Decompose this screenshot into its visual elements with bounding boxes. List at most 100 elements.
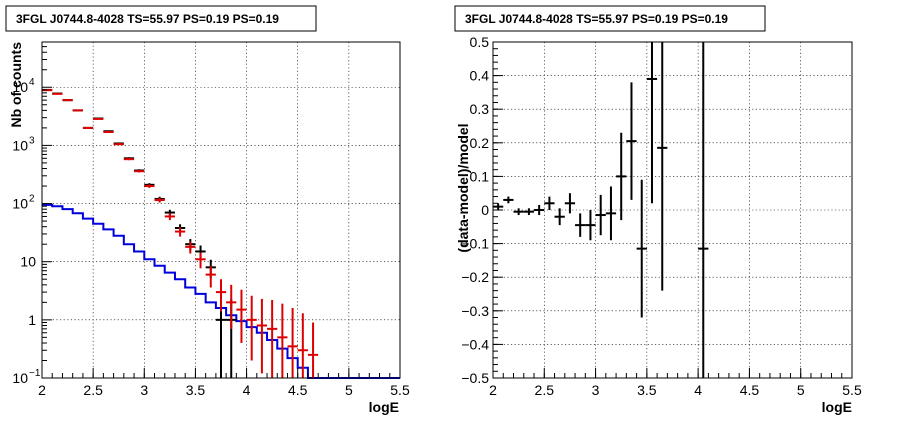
left-model-point bbox=[307, 322, 319, 378]
left-model-point bbox=[164, 213, 175, 221]
left-x-axis: 2 2.5 3 3.5 4 4.5 5 5.5 bbox=[38, 368, 410, 398]
left-model-point bbox=[113, 143, 124, 146]
residual-point bbox=[564, 193, 576, 214]
left-title-box bbox=[5, 5, 317, 32]
right-x-tick-label: 2 bbox=[489, 382, 497, 398]
residual-point bbox=[605, 186, 617, 241]
left-model-step-line bbox=[42, 203, 400, 379]
right-y-tick-label: 0.4 bbox=[470, 68, 490, 84]
left-x-tick-label: 5 bbox=[345, 382, 353, 398]
right-y-axis: −0.5 −0.4 −0.3 −0.2 −0.1 0 0.1 0.2 0.3 0.4 0.5 bbox=[461, 34, 503, 386]
residual-point bbox=[534, 204, 545, 216]
left-model-point bbox=[52, 92, 63, 95]
residual-point bbox=[626, 82, 637, 200]
residual-point bbox=[575, 213, 586, 237]
left-y-tick-label: 10 bbox=[12, 79, 28, 95]
left-model-point bbox=[154, 197, 165, 203]
residual-point bbox=[554, 208, 565, 226]
right-y-tick-label: −0.5 bbox=[461, 370, 489, 386]
right-plot-series bbox=[493, 42, 709, 378]
left-data-point bbox=[215, 298, 227, 378]
right-x-tick-label: 4 bbox=[694, 382, 702, 398]
right-y-tick-label: 0.5 bbox=[470, 34, 490, 50]
left-y-tick-label: 10 bbox=[20, 254, 36, 270]
right-y-tick-label: 0.1 bbox=[470, 168, 490, 184]
residual-point bbox=[698, 42, 709, 378]
right-title-box bbox=[454, 5, 766, 32]
right-panel: 2 2.5 3 3.5 4 4.5 5 5.5 −0.5 −0.4 −0.3 −0.2 −0.1 0 0.… bbox=[454, 5, 862, 415]
left-y-tick-label: 10 bbox=[12, 196, 28, 212]
left-model-point bbox=[144, 184, 155, 188]
left-model-point bbox=[174, 227, 186, 237]
left-y-tick-exponent: −1 bbox=[29, 368, 41, 379]
left-model-point bbox=[246, 295, 257, 361]
left-x-axis-label: logE bbox=[369, 399, 399, 415]
left-title: 3FGL J0744.8-4028 TS=55.97 PS=0.19 PS=0.… bbox=[16, 12, 279, 26]
left-plot-frame bbox=[41, 41, 401, 379]
right-x-tick-label: 5.5 bbox=[842, 382, 862, 398]
residual-point bbox=[523, 208, 535, 216]
right-y-tick-label: −0.1 bbox=[461, 236, 489, 252]
residual-point bbox=[657, 42, 668, 291]
left-model-point bbox=[277, 303, 288, 378]
left-y-axis-label: Nb of counts bbox=[8, 42, 24, 128]
left-model-point bbox=[103, 130, 114, 133]
left-y-tick-exponent: 2 bbox=[29, 194, 35, 205]
left-model-point bbox=[297, 313, 308, 378]
left-x-tick-label: 3.5 bbox=[186, 382, 206, 398]
left-y-tick-exponent: 3 bbox=[29, 135, 35, 146]
residual-point bbox=[544, 196, 555, 210]
right-x-tick-label: 3.5 bbox=[637, 382, 657, 398]
right-x-axis-label: logE bbox=[822, 399, 852, 415]
left-model-point bbox=[62, 99, 73, 102]
right-y-tick-label: 0.2 bbox=[470, 135, 490, 151]
left-x-tick-label: 2.5 bbox=[83, 382, 103, 398]
right-x-tick-label: 2.5 bbox=[535, 382, 555, 398]
right-y-axis-label: (data-model)/model bbox=[455, 123, 471, 252]
left-x-tick-label: 2 bbox=[38, 382, 46, 398]
left-x-tick-label: 4.5 bbox=[288, 382, 308, 398]
left-model-point bbox=[185, 241, 196, 254]
residual-point bbox=[616, 132, 627, 221]
right-title: 3FGL J0744.8-4028 TS=55.97 PS=0.19 PS=0.… bbox=[465, 12, 728, 26]
left-model-point bbox=[134, 169, 145, 173]
left-y-tick-label: 10 bbox=[12, 137, 28, 153]
left-model-point bbox=[215, 279, 227, 312]
left-x-tick-label: 5.5 bbox=[390, 382, 410, 398]
left-plot-series bbox=[42, 88, 400, 379]
left-model-point bbox=[195, 252, 206, 269]
left-model-point bbox=[236, 289, 247, 343]
residual-point bbox=[636, 179, 647, 318]
right-x-tick-label: 3 bbox=[592, 382, 600, 398]
left-model-point bbox=[205, 266, 216, 288]
left-model-point bbox=[93, 117, 104, 120]
right-y-tick-label: 0.3 bbox=[470, 101, 490, 117]
right-y-tick-label: 0 bbox=[481, 202, 489, 218]
residual-point bbox=[585, 210, 596, 241]
right-x-tick-label: 5 bbox=[797, 382, 805, 398]
residual-point bbox=[493, 203, 504, 210]
left-x-tick-label: 4 bbox=[243, 382, 251, 398]
left-model-point bbox=[267, 299, 278, 378]
right-y-tick-label: −0.4 bbox=[461, 336, 489, 352]
left-model-point bbox=[82, 126, 94, 129]
left-model-point bbox=[123, 158, 135, 161]
residual-point bbox=[595, 194, 606, 236]
left-model-point bbox=[72, 109, 83, 112]
left-x-tick-label: 3 bbox=[140, 382, 148, 398]
residual-point bbox=[646, 42, 658, 204]
left-y-tick-label: 10 bbox=[12, 370, 28, 386]
right-y-tick-label: −0.3 bbox=[461, 303, 489, 319]
left-model-point bbox=[256, 298, 268, 374]
left-y-tick-exponent: 4 bbox=[29, 77, 35, 88]
right-x-tick-label: 4.5 bbox=[740, 382, 760, 398]
right-plot-grid bbox=[493, 42, 852, 378]
residual-point bbox=[513, 208, 524, 216]
left-y-tick-label: 1 bbox=[28, 312, 36, 328]
left-model-point bbox=[226, 284, 237, 329]
right-y-tick-label: −0.2 bbox=[461, 269, 489, 285]
residual-point bbox=[503, 196, 514, 204]
